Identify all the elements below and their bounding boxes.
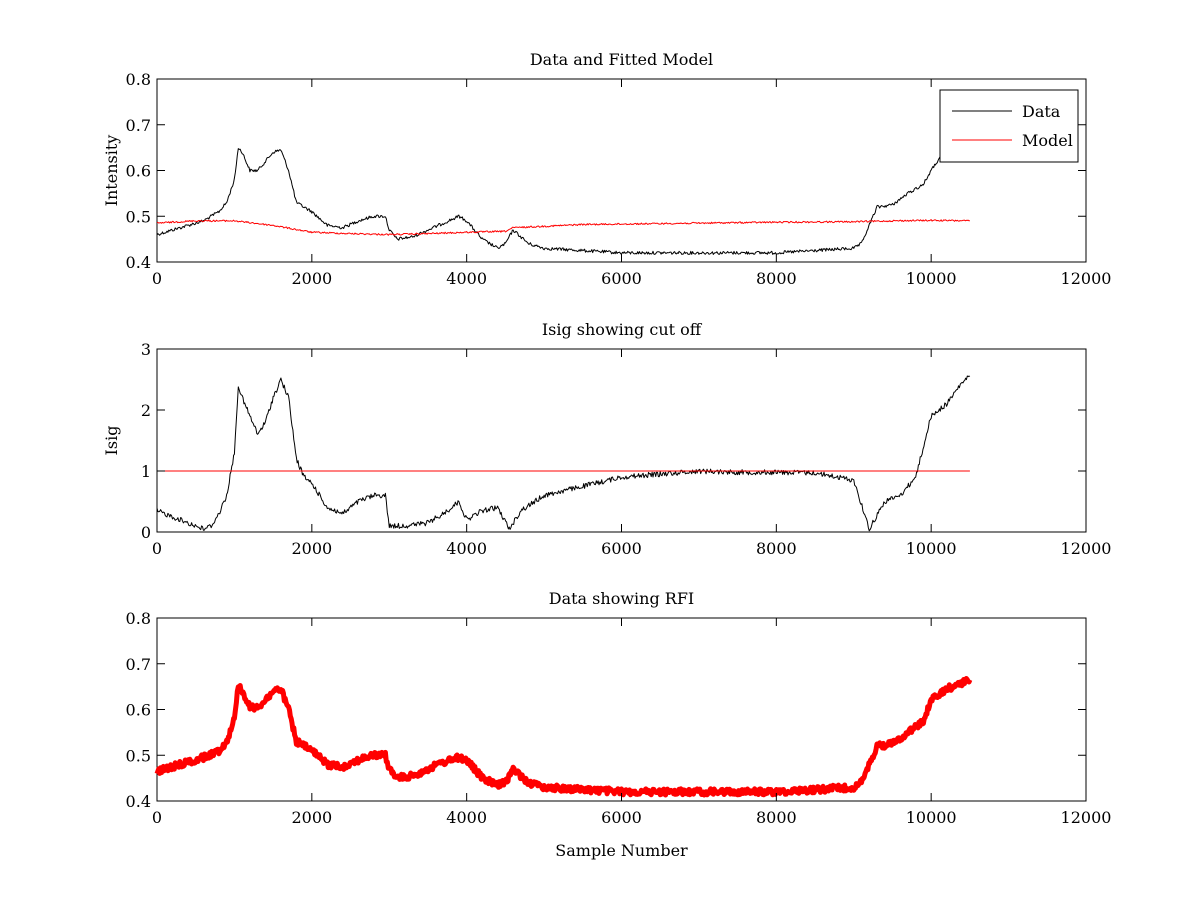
x-tick-label: 6000 bbox=[601, 269, 642, 288]
y-tick-label: 0.6 bbox=[126, 701, 151, 720]
y-tick-label: 0.5 bbox=[126, 207, 151, 226]
y-tick-label: 0 bbox=[141, 523, 151, 542]
legend-label-model: Model bbox=[1022, 131, 1073, 150]
series-line-1 bbox=[154, 676, 973, 798]
y-tick-label: 1 bbox=[141, 462, 151, 481]
panels: 0 2000 4000 6000 8000 10000 120000.40.50.60.70… bbox=[102, 50, 1111, 860]
series-line-1 bbox=[156, 375, 971, 532]
x-tick-label: 12000 bbox=[1061, 269, 1112, 288]
chart-panel-2: 0 2000 4000 6000 8000 10000 12000 0 1 2 3 Isig show… bbox=[102, 320, 1111, 558]
x-tick-label: 0 bbox=[152, 269, 162, 288]
x-tick-label: 4000 bbox=[446, 269, 487, 288]
y-axis-label: Intensity bbox=[102, 135, 121, 207]
series-group bbox=[156, 375, 971, 532]
y-tick-label: 2 bbox=[141, 401, 151, 420]
y-tick-label: 0.8 bbox=[126, 609, 151, 628]
plot-area bbox=[156, 348, 1087, 533]
x-tick-label: 12000 bbox=[1061, 808, 1112, 827]
series-line-model bbox=[156, 219, 970, 236]
legend-box bbox=[939, 89, 1079, 163]
x-axis-label: Sample Number bbox=[555, 841, 688, 860]
chart-panel-1: 0 2000 4000 6000 8000 10000 12000 0.4 0.5 0.6 0.7 0… bbox=[102, 50, 1111, 288]
x-tick-label: 10000 bbox=[906, 269, 957, 288]
x-tick-label: 8000 bbox=[756, 539, 797, 558]
x-tick-label: 10000 bbox=[906, 539, 957, 558]
series-group bbox=[154, 676, 973, 798]
chart-panel-3: 0 2000 4000 6000 8000 10000 12000 0.4 0.5 0.6 0.7 0… bbox=[126, 589, 1112, 860]
chart-title: Data and Fitted Model bbox=[530, 50, 713, 69]
x-tick-label: 6000 bbox=[601, 539, 642, 558]
x-tick-label: 0 bbox=[152, 808, 162, 827]
x-tick-label: 8000 bbox=[756, 269, 797, 288]
series-group bbox=[156, 148, 970, 255]
y-tick-label: 0.4 bbox=[126, 792, 151, 811]
plot-area bbox=[156, 617, 1087, 802]
series-line-data bbox=[156, 148, 944, 255]
legend: Data Model bbox=[939, 89, 1079, 163]
x-tick-label: 8000 bbox=[756, 808, 797, 827]
chart-title: Data showing RFI bbox=[549, 589, 694, 608]
x-tick-label: 6000 bbox=[601, 808, 642, 827]
x-tick-label: 12000 bbox=[1061, 539, 1112, 558]
x-tick-label: 2000 bbox=[291, 539, 332, 558]
x-tick-label: 2000 bbox=[291, 269, 332, 288]
legend-label-data: Data bbox=[1022, 102, 1061, 121]
y-tick-label: 0.6 bbox=[126, 162, 151, 181]
chart-title: Isig showing cut off bbox=[542, 320, 703, 339]
x-tick-label: 2000 bbox=[291, 808, 332, 827]
y-tick-label: 0.5 bbox=[126, 746, 151, 765]
x-tick-label: 4000 bbox=[446, 808, 487, 827]
y-tick-label: 0.7 bbox=[126, 116, 151, 135]
x-tick-label: 4000 bbox=[446, 539, 487, 558]
y-tick-label: 0.4 bbox=[126, 253, 151, 272]
y-tick-label: 0.7 bbox=[126, 655, 151, 674]
x-tick-label: 10000 bbox=[906, 808, 957, 827]
y-tick-label: 3 bbox=[141, 340, 151, 359]
x-tick-label: 0 bbox=[152, 539, 162, 558]
y-tick-label: 0.8 bbox=[126, 70, 151, 89]
y-axis-label: Isig bbox=[102, 426, 121, 456]
